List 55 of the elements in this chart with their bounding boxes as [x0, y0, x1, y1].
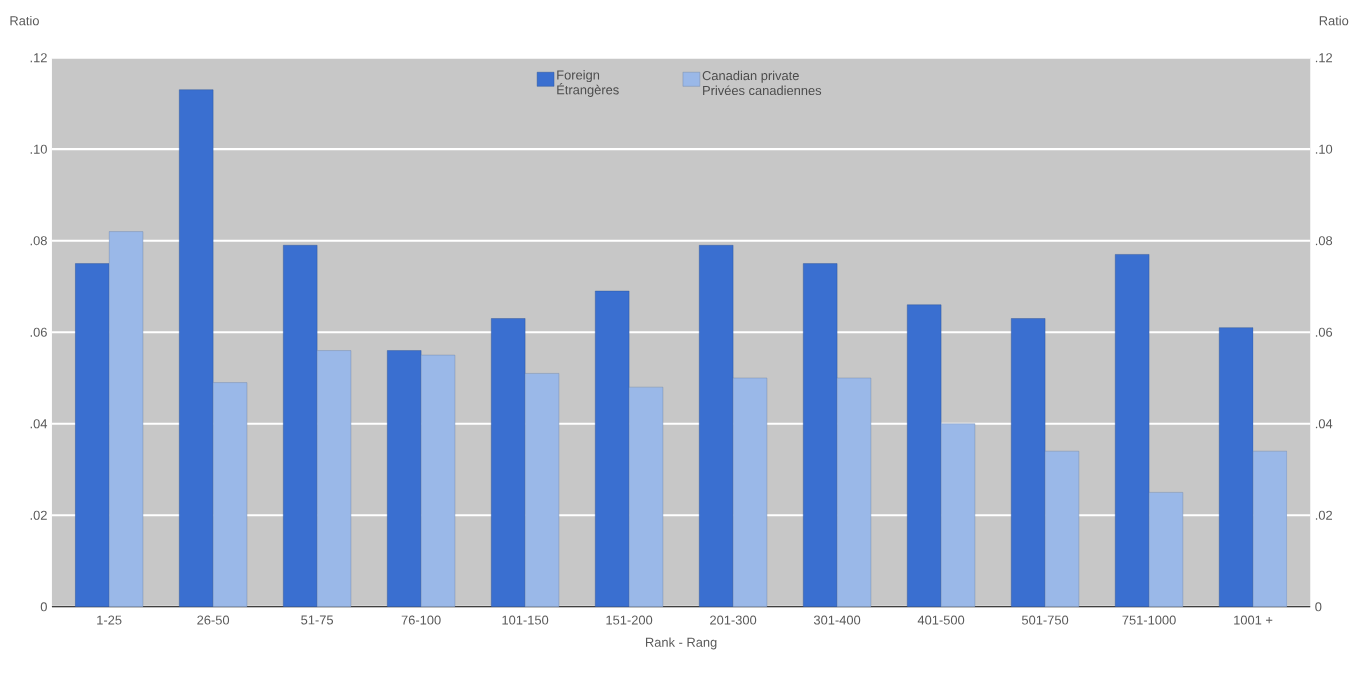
bar	[940, 423, 976, 607]
bar	[108, 231, 144, 607]
x-tick-label: 51-75	[301, 615, 334, 625]
x-tick-label: 201-300	[710, 615, 757, 625]
x-tick-label: 751-1000	[1122, 615, 1176, 625]
bar	[387, 350, 422, 607]
bar	[1011, 318, 1046, 607]
bar	[283, 244, 318, 607]
legend-label: Canadian private Privées canadiennes	[702, 70, 822, 95]
legend-label: Foreign Étrangères	[557, 69, 619, 97]
bar	[907, 304, 942, 607]
bar	[491, 318, 526, 607]
y-tick-label: .02	[30, 510, 47, 520]
y2-tick-label: .08	[1315, 235, 1333, 246]
x-axis-title: Rank - Rang	[645, 637, 717, 650]
bar	[179, 89, 214, 607]
x-tick-label: 26-50	[197, 615, 230, 625]
y-tick-label: .10	[30, 144, 47, 154]
x-tick-label: 151-200	[606, 615, 653, 625]
x-tick-label: 401-500	[917, 615, 965, 625]
bar	[595, 290, 630, 607]
y2-tick-label: .10	[1315, 144, 1333, 154]
x-tick-label: 501-750	[1021, 615, 1069, 625]
bar	[628, 386, 664, 607]
y2-tick-label: .06	[1315, 327, 1333, 337]
x-tick-label: 1001 +	[1234, 615, 1273, 625]
y2-tick-label: .12	[1315, 53, 1333, 62]
y-tick-label: .08	[30, 235, 47, 246]
bar	[1044, 450, 1080, 607]
bar	[1115, 254, 1150, 607]
x-tick-label: 76-100	[401, 615, 441, 625]
y-tick-label: .12	[30, 53, 47, 62]
bar	[75, 263, 110, 607]
y-axis-title: Ratio	[10, 15, 39, 26]
bar	[212, 382, 248, 607]
y2-tick-label: .02	[1315, 510, 1333, 520]
bar	[1219, 327, 1254, 607]
bar	[524, 373, 560, 607]
x-tick-label: 1-25	[97, 615, 122, 625]
bar	[699, 244, 734, 607]
bar	[1148, 492, 1184, 607]
bar	[803, 263, 838, 607]
y-tick-label: .06	[30, 327, 47, 337]
bar	[836, 377, 872, 607]
y2-tick-label: .04	[1315, 418, 1333, 429]
y-tick-label: .04	[30, 418, 48, 429]
bar	[316, 350, 352, 607]
x-tick-label: 101-150	[502, 615, 549, 625]
y-tick-label: 0	[40, 602, 47, 612]
x-tick-label: 301-400	[813, 615, 861, 625]
y2-axis-title: Ratio	[1319, 15, 1349, 26]
bar	[732, 377, 768, 607]
y2-tick-label: 0	[1315, 602, 1322, 612]
bar	[1252, 450, 1288, 607]
bar	[420, 354, 456, 607]
